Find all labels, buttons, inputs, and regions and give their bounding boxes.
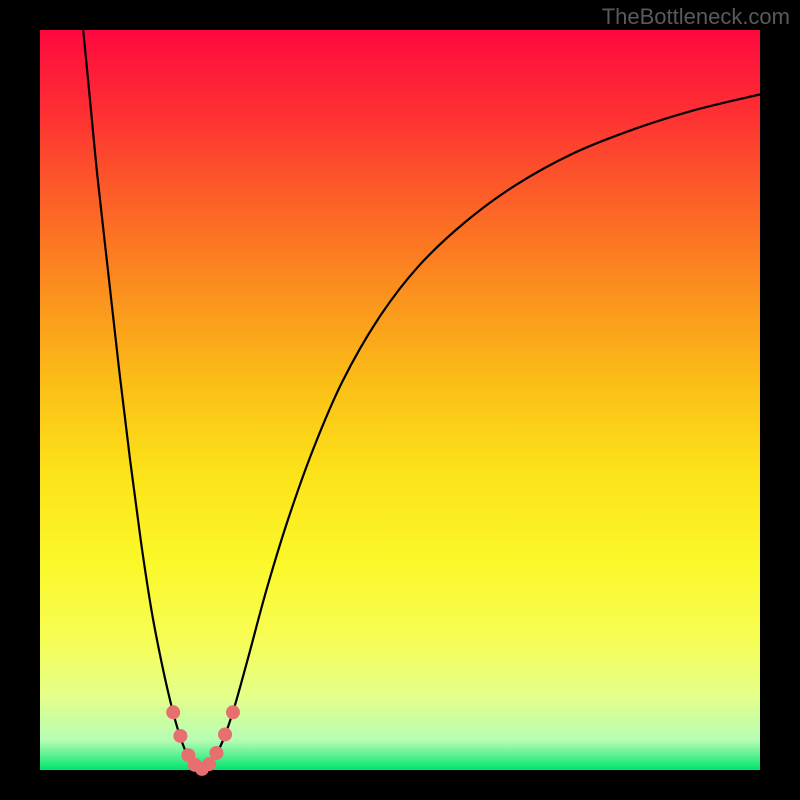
chart-stage: TheBottleneck.com [0, 0, 800, 800]
marker-dot [174, 729, 187, 742]
marker-dot [203, 758, 216, 771]
marker-dot [226, 706, 239, 719]
bottleneck-chart [0, 0, 800, 800]
marker-dot [167, 706, 180, 719]
watermark-text: TheBottleneck.com [602, 4, 790, 30]
marker-dot [210, 746, 223, 759]
marker-dot [219, 728, 232, 741]
plot-background [40, 30, 760, 770]
